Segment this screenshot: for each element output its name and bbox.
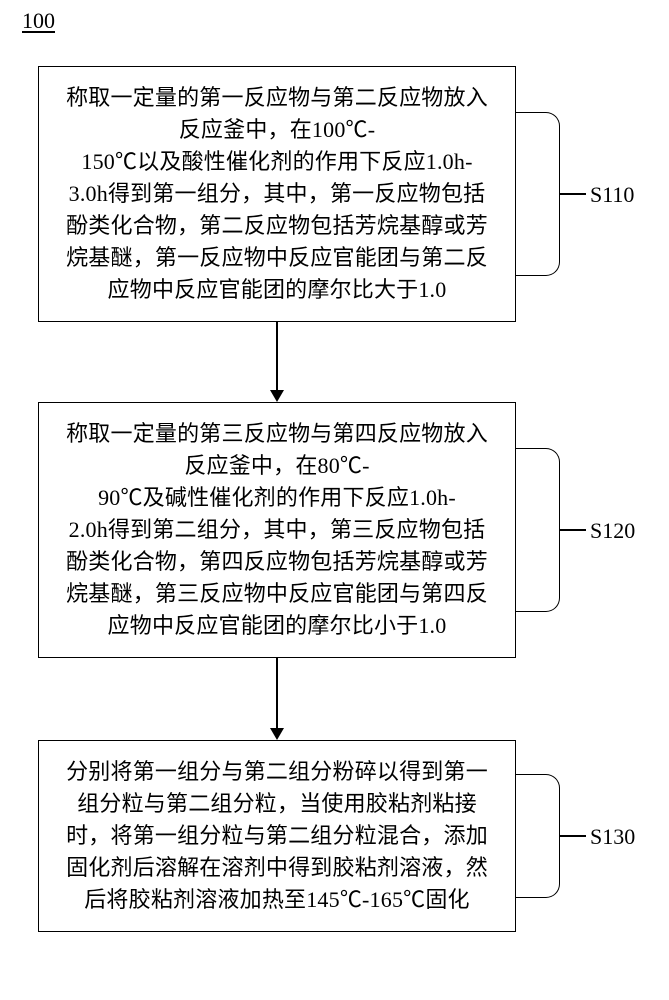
step-label-s110: S110 xyxy=(590,182,634,208)
arrow-s120-to-s130-head xyxy=(270,728,284,740)
flow-step-s130-text: 分别将第一组分与第二组分粉碎以得到第一 组分粒与第二组分粒，当使用胶粘剂粘接 时… xyxy=(66,756,488,915)
leader-s110-top xyxy=(516,112,560,194)
leader-s110-line xyxy=(560,193,586,195)
leader-s130-top xyxy=(516,774,560,836)
arrow-s120-to-s130-line xyxy=(276,658,278,728)
flow-step-s130: 分别将第一组分与第二组分粉碎以得到第一 组分粒与第二组分粒，当使用胶粘剂粘接 时… xyxy=(38,740,516,932)
flow-step-s120-text: 称取一定量的第三反应物与第四反应物放入 反应釜中，在80℃- 90℃及碱性催化剂… xyxy=(66,418,488,641)
flow-step-s120: 称取一定量的第三反应物与第四反应物放入 反应釜中，在80℃- 90℃及碱性催化剂… xyxy=(38,402,516,658)
step-label-s130: S130 xyxy=(590,824,635,850)
leader-s110-bottom xyxy=(516,194,560,276)
arrow-s110-to-s120-line xyxy=(276,322,278,390)
arrow-s110-to-s120-head xyxy=(270,390,284,402)
leader-s120-top xyxy=(516,448,560,530)
leader-s130-line xyxy=(560,835,586,837)
step-label-s120: S120 xyxy=(590,518,635,544)
leader-s130-bottom xyxy=(516,836,560,898)
flow-step-s110-text: 称取一定量的第一反应物与第二反应物放入 反应釜中，在100℃- 150℃以及酸性… xyxy=(66,82,488,305)
leader-s120-bottom xyxy=(516,530,560,612)
figure-number: 100 xyxy=(22,8,55,34)
flow-step-s110: 称取一定量的第一反应物与第二反应物放入 反应釜中，在100℃- 150℃以及酸性… xyxy=(38,66,516,322)
leader-s120-line xyxy=(560,529,586,531)
